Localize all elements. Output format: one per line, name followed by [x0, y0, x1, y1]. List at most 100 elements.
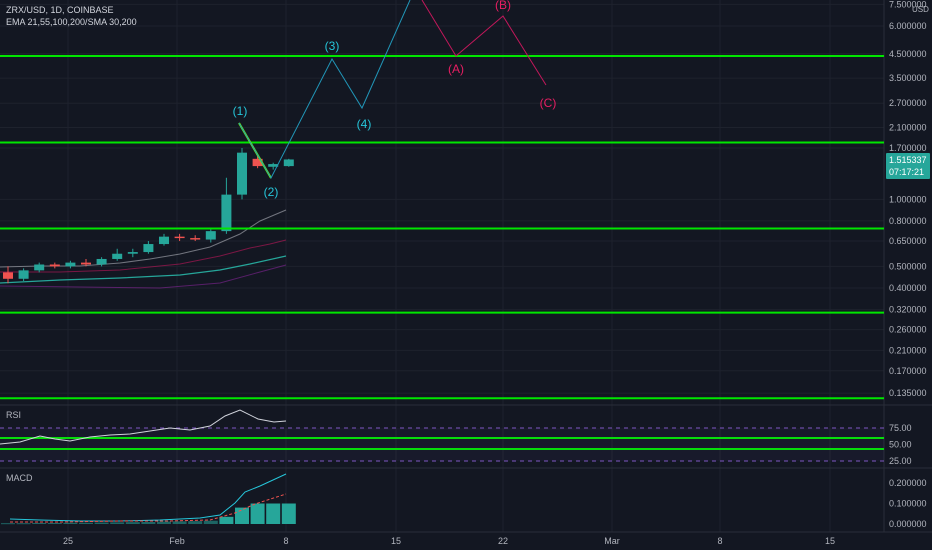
macd-histogram-bar — [281, 503, 296, 524]
candle-body — [81, 262, 91, 265]
rsi-tick-label: 50.00 — [889, 440, 912, 450]
price-tick-label: 0.210000 — [889, 345, 927, 355]
macd-histogram-bar — [188, 521, 203, 524]
symbol-title[interactable]: ZRX/USD, 1D, COINBASE — [6, 5, 114, 15]
macd-histogram-bar — [47, 522, 62, 524]
macd-tick-label: 0.000000 — [889, 519, 927, 529]
wave-label-b: (B) — [495, 0, 511, 12]
corrective-wave-path — [421, 0, 547, 86]
time-tick-label: Feb — [169, 536, 185, 546]
rsi-pane: RSI — [0, 409, 884, 462]
price-axis[interactable]: 7.500000 6.000000 4.500000 3.500000 2.700000… — [889, 0, 927, 398]
wave-label-1: (1) — [233, 104, 248, 118]
macd-histogram-bar — [79, 522, 93, 524]
candle-body — [283, 159, 294, 167]
macd-axis: 0.200000 0.100000 0.000000 — [889, 478, 927, 529]
rsi-tick-label: 75.00 — [889, 423, 912, 433]
wave-label-a: (A) — [448, 62, 464, 76]
sma-30-line — [0, 255, 287, 284]
macd-tick-label: 0.100000 — [889, 499, 927, 509]
time-tick-label: 8 — [717, 536, 722, 546]
grid — [0, 0, 884, 532]
price-tick-label: 0.650000 — [889, 236, 927, 246]
wave-label-3: (3) — [325, 39, 340, 53]
wave-label-4: (4) — [357, 117, 372, 131]
macd-histogram-bar — [266, 503, 281, 524]
price-tick-label: 0.400000 — [889, 283, 927, 293]
candle-body — [221, 194, 232, 232]
time-tick-label: 15 — [391, 536, 401, 546]
candle-body — [65, 262, 76, 267]
impulse-wave-path — [238, 0, 411, 180]
macd-tick-label: 0.200000 — [889, 478, 927, 488]
macd-histogram-bar — [219, 516, 234, 524]
candle-body — [174, 236, 185, 239]
macd-signal-line — [10, 493, 287, 523]
wave-labels: (1) (2) (3) (4) (A) (B) (C) — [233, 0, 557, 199]
macd-histogram-bar — [250, 503, 265, 524]
macd-histogram-bar — [32, 522, 47, 524]
price-tick-label: 4.500000 — [889, 49, 927, 59]
price-tick-label: 0.260000 — [889, 325, 927, 335]
price-tick-label: 1.700000 — [889, 143, 927, 153]
candle-body — [34, 264, 45, 271]
macd-pane: MACD — [1, 473, 296, 525]
candle-body — [268, 164, 279, 167]
candle-body — [205, 231, 216, 240]
rsi-axis: 75.00 50.00 25.00 — [889, 423, 912, 466]
current-price-value: 1.515337 — [889, 155, 927, 165]
elliott-wave-drawing[interactable] — [238, 0, 547, 180]
bar-countdown: 07:17:21 — [889, 167, 924, 177]
candle-body — [127, 252, 138, 254]
candle-body — [159, 236, 169, 245]
price-tick-label: 0.800000 — [889, 216, 927, 226]
macd-histogram-bar — [157, 521, 171, 524]
time-tick-label: Mar — [604, 536, 620, 546]
rsi-line — [0, 409, 287, 445]
macd-histogram-bar — [203, 520, 218, 524]
macd-histogram-bar — [94, 522, 109, 524]
ema-100-line — [0, 264, 287, 289]
macd-histogram-bar — [172, 521, 187, 524]
macd-histogram-bar — [1, 523, 15, 525]
current-price-tag: 1.515337 07:17:21 — [886, 153, 930, 179]
price-tick-label: 3.500000 — [889, 73, 927, 83]
candlesticks — [3, 148, 294, 284]
candle-body — [18, 270, 29, 279]
wave-label-2: (2) — [264, 185, 279, 199]
indicators-title[interactable]: EMA 21,55,100,200/SMA 30,200 — [6, 17, 137, 27]
chart-legend: ZRX/USD, 1D, COINBASE EMA 21,55,100,200/… — [6, 5, 137, 27]
price-tick-label: 2.700000 — [889, 98, 927, 108]
price-tick-label: 0.500000 — [889, 261, 927, 271]
ema-55-line — [0, 239, 287, 273]
candle-body — [49, 264, 60, 267]
currency-label: USD — [912, 5, 929, 14]
macd-histogram-bar — [125, 522, 140, 524]
macd-histogram-bar — [16, 523, 31, 525]
candle-body — [143, 244, 154, 253]
candle-body — [3, 272, 13, 279]
price-tick-label: 1.000000 — [889, 194, 927, 204]
macd-line — [9, 473, 287, 522]
horizontal-levels[interactable] — [0, 54, 884, 450]
price-tick-label: 0.170000 — [889, 366, 927, 376]
time-tick-label: 15 — [825, 536, 835, 546]
price-tick-label: 7.500000 — [889, 0, 927, 9]
macd-histogram-bar — [110, 522, 125, 524]
time-tick-label: 22 — [498, 536, 508, 546]
macd-histogram-bar — [235, 507, 249, 524]
price-tick-label: 0.320000 — [889, 305, 927, 315]
price-tick-label: 0.135000 — [889, 388, 927, 398]
candle-body — [96, 258, 107, 265]
time-tick-label: 25 — [63, 536, 73, 546]
price-tick-label: 2.100000 — [889, 123, 927, 133]
rsi-label: RSI — [6, 410, 21, 420]
rsi-tick-label: 25.00 — [889, 456, 912, 466]
macd-label: MACD — [6, 473, 33, 483]
time-axis[interactable]: 25 Feb 8 15 22 Mar 8 15 — [63, 536, 835, 546]
candle-body — [190, 238, 201, 240]
wave-label-c: (C) — [540, 96, 557, 110]
candle-body — [237, 152, 247, 195]
